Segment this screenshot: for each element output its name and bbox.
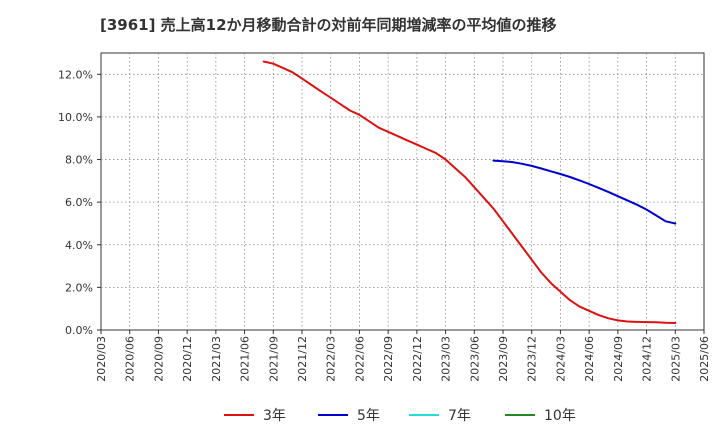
series-line (262, 60, 677, 324)
y-axis-ticks: 0.0% 2.0% 4.0% 6.0% 8.0% 10.0% 12.0% (58, 68, 101, 337)
x-tick-label: 2022/12 (411, 336, 424, 382)
x-tick-label: 2023/03 (440, 336, 453, 382)
x-tick-label: 2021/06 (239, 336, 252, 382)
x-axis-ticks: 2020/03 2020/06 2020/09 2020/12 2021/03 2021/… (95, 330, 711, 382)
x-tick-label: 2020/03 (95, 336, 108, 382)
legend-label: 7年 (448, 408, 471, 424)
x-tick-label: 2025/06 (698, 336, 711, 382)
y-tick-label: 12.0% (58, 68, 93, 81)
legend-label: 5年 (357, 408, 380, 424)
x-tick-label: 2020/09 (152, 336, 165, 382)
x-tick-label: 2023/12 (526, 336, 539, 382)
x-tick-label: 2022/03 (325, 336, 338, 382)
x-tick-label: 2024/06 (583, 336, 596, 382)
x-tick-label: 2020/06 (124, 336, 137, 382)
x-tick-label: 2025/03 (669, 336, 682, 382)
x-tick-label: 2024/09 (612, 336, 625, 382)
legend: 3年 5年 7年 10年 (224, 408, 576, 424)
x-tick-label: 2023/09 (497, 336, 510, 382)
series-line (492, 159, 677, 225)
y-tick-label: 0.0% (65, 324, 93, 337)
grid (101, 53, 704, 330)
x-tick-label: 2022/09 (382, 336, 395, 382)
x-tick-label: 2023/06 (468, 336, 481, 382)
y-tick-label: 10.0% (58, 111, 93, 124)
y-tick-label: 4.0% (65, 239, 93, 252)
x-tick-label: 2024/03 (554, 336, 567, 382)
legend-label: 10年 (544, 408, 576, 424)
y-tick-label: 8.0% (65, 154, 93, 167)
y-tick-label: 2.0% (65, 281, 93, 294)
legend-label: 3年 (263, 408, 286, 424)
x-tick-label: 2021/12 (296, 336, 309, 382)
x-tick-label: 2020/12 (181, 336, 194, 382)
series-lines (262, 60, 677, 324)
plot-area (100, 52, 705, 331)
x-tick-label: 2021/03 (210, 336, 223, 382)
chart-title: [3961] 売上高12か月移動合計の対前年同期増減率の平均値の推移 (100, 16, 557, 34)
y-tick-label: 6.0% (65, 196, 93, 209)
x-tick-label: 2024/12 (641, 336, 654, 382)
x-tick-label: 2021/09 (267, 336, 280, 382)
x-tick-label: 2022/06 (353, 336, 366, 382)
